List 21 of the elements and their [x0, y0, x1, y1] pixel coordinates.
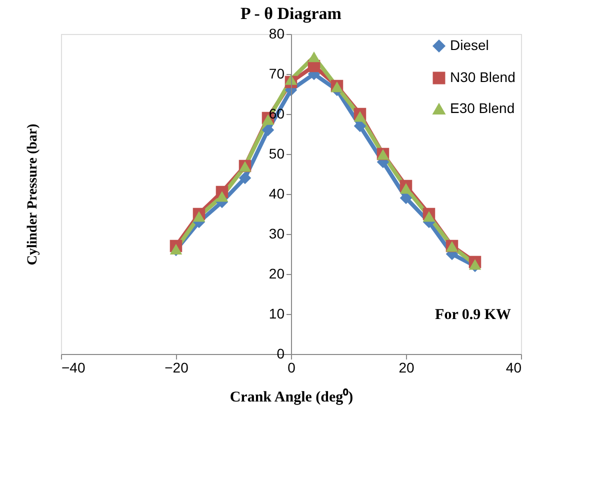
y-tick-label: 50 [268, 146, 285, 162]
y-tick-label: 20 [268, 266, 285, 282]
y-tick-label: 60 [268, 106, 285, 122]
legend-label: E30 Blend [450, 100, 515, 116]
x-tick-label: −20 [164, 360, 189, 376]
x-axis-title: Crank Angle (deg⁰) [230, 388, 354, 406]
legend-label: N30 Blend [450, 69, 516, 85]
y-tick-label: 30 [268, 226, 285, 242]
chart-title: P - θ Diagram [240, 4, 342, 23]
y-tick-label: 40 [268, 186, 285, 202]
y-axis-title: Cylinder Pressure (bar) [26, 123, 40, 266]
y-tick-label: 70 [268, 66, 285, 82]
annotation: For 0.9 KW [435, 307, 511, 323]
y-tick-label: 10 [268, 306, 285, 322]
y-tick-label: 0 [276, 346, 285, 362]
y-tick-label: 80 [268, 26, 285, 42]
x-tick-label: −40 [62, 360, 86, 376]
x-tick-label: 20 [398, 360, 414, 376]
legend-label: Diesel [450, 37, 489, 53]
x-tick-label: 0 [288, 360, 296, 376]
x-tick-label: 40 [506, 360, 522, 376]
